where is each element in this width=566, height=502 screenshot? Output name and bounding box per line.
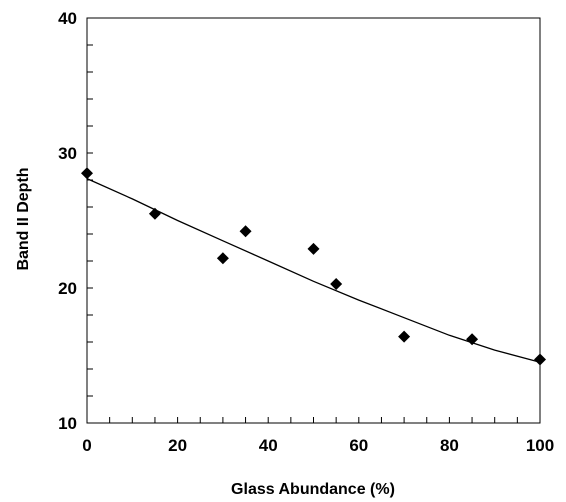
- plot-area: [86, 17, 541, 424]
- data-point: [81, 167, 93, 180]
- y-tick-label: 10: [58, 414, 77, 433]
- x-axis-title: Glass Abundance (%): [231, 481, 395, 498]
- x-tick-label: 20: [168, 436, 187, 455]
- x-tick-label: 0: [82, 436, 91, 455]
- data-point: [148, 207, 161, 220]
- x-tick-label: 60: [349, 436, 368, 455]
- trendline-group: [86, 178, 541, 363]
- plot-border: [86, 17, 541, 424]
- trendline: [86, 178, 541, 363]
- data-points: [81, 167, 546, 366]
- x-axis: 0 20 40 60 80 100: [82, 417, 554, 455]
- data-point: [307, 242, 320, 255]
- y-axis: 10 20 30 40: [58, 9, 93, 433]
- y-tick-label: 40: [58, 9, 77, 28]
- data-point: [534, 353, 546, 366]
- data-point: [330, 277, 343, 290]
- data-point: [466, 333, 479, 346]
- y-tick-label: 20: [58, 279, 77, 298]
- data-point: [239, 225, 252, 238]
- y-tick-label: 30: [58, 144, 77, 163]
- x-tick-label: 100: [526, 436, 554, 455]
- x-tick-label: 80: [440, 436, 459, 455]
- y-axis-title: Band II Depth: [15, 167, 32, 270]
- data-point: [398, 330, 411, 343]
- data-point: [216, 252, 229, 265]
- x-tick-label: 40: [259, 436, 278, 455]
